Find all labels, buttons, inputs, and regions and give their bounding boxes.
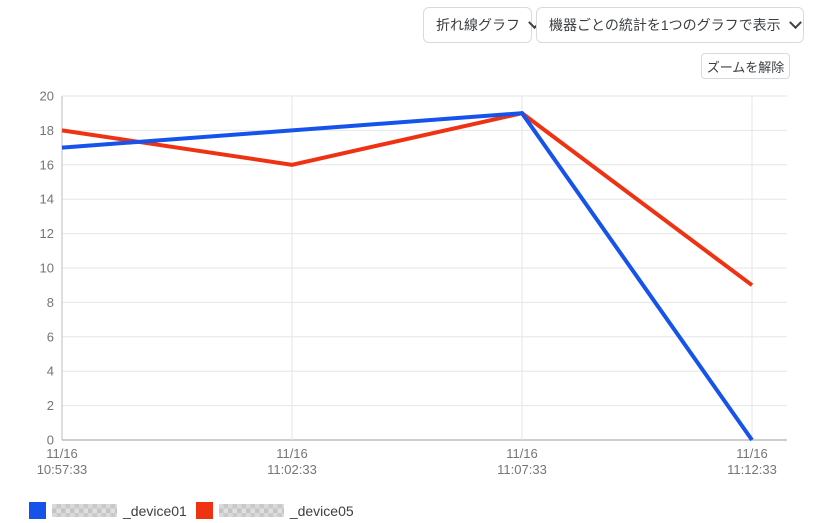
legend-label: _device05 — [289, 502, 354, 519]
y-tick-label: 20 — [40, 89, 54, 104]
x-tick-label-time: 11:07:33 — [497, 462, 547, 477]
zoom-reset-button[interactable]: ズームを解除 — [701, 53, 790, 79]
y-tick-label: 6 — [47, 329, 54, 344]
legend-item_device01: _device01 — [29, 502, 187, 519]
x-tick-label-date: 11/16 — [506, 446, 538, 461]
y-tick-label: 0 — [47, 433, 54, 448]
x-tick-label-time: 10:57:33 — [37, 462, 88, 477]
x-tick-label-time: 11:02:33 — [267, 462, 317, 477]
chart-type-select[interactable]: 折れ線グラフ — [423, 7, 541, 43]
display-mode-select[interactable]: 機器ごとの統計を1つのグラフで表示 — [536, 7, 804, 43]
y-tick-label: 2 — [47, 398, 54, 413]
legend: _device01 _device05 — [29, 502, 354, 519]
display-mode-select-value: 機器ごとの統計を1つのグラフで表示 — [549, 17, 781, 33]
legend-label: _device01 — [123, 502, 187, 519]
series-line_device05 — [61, 111, 754, 287]
x-tick-label-date: 11/16 — [276, 446, 308, 461]
chart-type-select-value: 折れ線グラフ — [436, 17, 520, 33]
y-tick-label: 16 — [40, 157, 54, 172]
y-tick-label: 12 — [40, 226, 54, 241]
y-tick-label: 8 — [47, 295, 54, 310]
series-line_device01 — [61, 111, 754, 442]
x-tick-label-date: 11/16 — [46, 446, 78, 461]
y-tick-label: 10 — [40, 261, 54, 276]
legend-item_device05: _device05 — [195, 502, 354, 519]
y-tick-label: 18 — [40, 123, 54, 138]
x-tick-label-time: 11:12:33 — [727, 462, 777, 477]
y-tick-label: 4 — [47, 364, 54, 379]
redacted-label-prefix — [218, 504, 284, 517]
x-tick-label-date: 11/16 — [736, 446, 768, 461]
legend-swatch — [195, 502, 213, 519]
legend-swatch — [29, 502, 46, 519]
redacted-label-prefix — [52, 504, 117, 517]
y-tick-label: 14 — [40, 192, 54, 207]
